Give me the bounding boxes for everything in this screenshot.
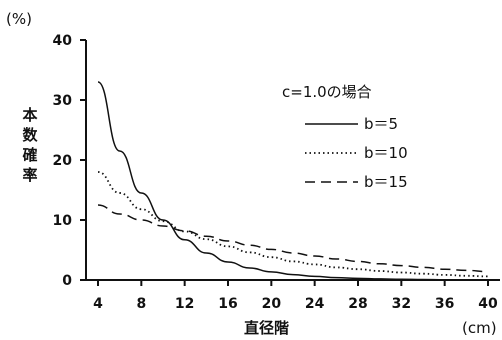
y-tick-label: 20 xyxy=(53,153,73,169)
y-tick-label: 30 xyxy=(53,93,73,109)
chart-title: c=1.0の場合 xyxy=(282,83,372,101)
x-ticks: 4 8 12 16 20 24 28 32 36 40 xyxy=(93,280,498,312)
x-axis-label: 直径階 xyxy=(244,319,289,337)
legend-label-2: b＝10 xyxy=(364,144,408,162)
y-unit-label: (%) xyxy=(6,10,32,28)
x-tick-label: 28 xyxy=(348,296,367,312)
legend-label-3: b＝15 xyxy=(364,173,408,191)
y-axis-label-char: 数 xyxy=(22,126,38,144)
x-tick-label: 36 xyxy=(435,296,454,312)
series-lines xyxy=(97,81,489,281)
x-tick-label: 24 xyxy=(305,296,325,312)
y-axis-label-char: 確 xyxy=(21,146,37,164)
legend-label-1: b＝5 xyxy=(364,115,398,133)
x-tick-label: 8 xyxy=(136,296,146,312)
x-tick-label: 40 xyxy=(478,296,498,312)
series-line-3 xyxy=(97,204,489,273)
y-tick-label: 0 xyxy=(62,273,72,289)
x-unit-label: (cm) xyxy=(462,319,497,337)
x-tick-label: 32 xyxy=(392,296,411,312)
series-line-1 xyxy=(97,81,489,281)
y-tick-label: 40 xyxy=(53,33,73,49)
legend: b＝5 b＝10 b＝15 xyxy=(305,115,408,191)
x-tick-label: 16 xyxy=(218,296,237,312)
y-axis-label-char: 率 xyxy=(22,166,37,184)
y-axis-label-char: 本 xyxy=(22,106,37,124)
x-tick-label: 4 xyxy=(93,296,103,312)
series-line-2 xyxy=(97,171,489,278)
x-tick-label: 20 xyxy=(262,296,282,312)
y-ticks: 0 10 20 30 40 xyxy=(53,33,86,289)
x-tick-label: 12 xyxy=(175,296,194,312)
y-tick-label: 10 xyxy=(53,213,73,229)
